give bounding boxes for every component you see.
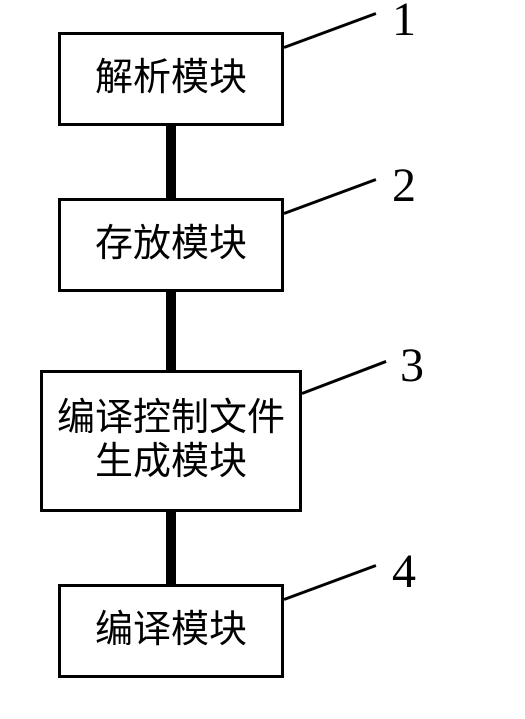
callout-line xyxy=(283,564,376,601)
node-label: 存放模块 xyxy=(95,223,247,267)
node-number: 1 xyxy=(392,0,416,47)
node-compile-control-file-gen-module: 编译控制文件生成模块 xyxy=(40,370,302,512)
callout-line xyxy=(301,360,386,395)
node-label: 解析模块 xyxy=(95,57,247,101)
node-compile-module: 编译模块 xyxy=(58,584,284,678)
diagram-canvas: 解析模块 1 存放模块 2 编译控制文件生成模块 3 编译模块 4 xyxy=(0,0,525,719)
node-parse-module: 解析模块 xyxy=(58,32,284,126)
node-number: 4 xyxy=(392,544,416,599)
edge xyxy=(166,512,176,584)
node-store-module: 存放模块 xyxy=(58,198,284,292)
callout-line xyxy=(283,12,376,49)
node-number: 2 xyxy=(392,158,416,213)
node-label: 编译模块 xyxy=(95,609,247,653)
node-label: 编译控制文件生成模块 xyxy=(57,397,285,484)
edge xyxy=(166,292,176,370)
edge xyxy=(166,126,176,198)
callout-line xyxy=(283,178,376,215)
node-number: 3 xyxy=(400,338,424,393)
